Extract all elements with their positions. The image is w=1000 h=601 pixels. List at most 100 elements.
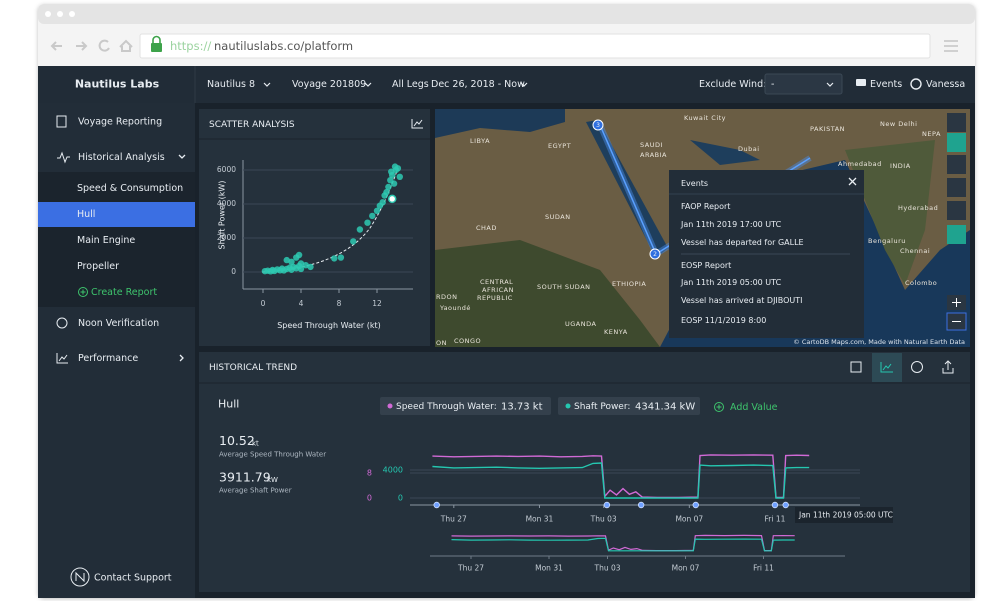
events-icon [856,79,866,86]
home-button[interactable] [119,39,133,52]
route-marker[interactable] [649,248,661,260]
window-dot[interactable] [57,11,63,17]
menu-icon[interactable] [944,40,958,52]
user-menu[interactable]: Vanessa [926,79,965,90]
map-label: Hyderabad [898,204,938,212]
vessel-select[interactable]: Nautilus 8 [207,79,255,90]
nav-item[interactable]: Noon Verification [78,318,159,329]
nav-item[interactable]: Historical Analysis [78,152,165,163]
event-title: FAOP Report [681,202,730,211]
x-tick-label: Thu 03 [590,515,617,524]
trend-button[interactable] [880,362,893,373]
point [288,258,295,265]
submenu-item[interactable]: Hull [77,209,95,220]
x-tick-label: Mon 07 [672,564,700,573]
map-label: CENTRAL [480,278,513,286]
popup-title: Events [681,179,708,188]
report-icon [56,115,67,128]
y-tick-label: 6000 [217,165,236,174]
map-sea [435,109,565,138]
calendar-button[interactable] [850,361,862,373]
event-marker[interactable] [782,501,789,509]
navigator[interactable]: Thu 27 Mon 31 Thu 03 Mon 07 Fri 11 [430,534,845,573]
support-logo-mark [75,571,85,583]
map-button[interactable] [947,225,966,244]
event-marker[interactable] [433,501,440,509]
y-tick-label: 4000 [217,199,236,208]
map-land [845,140,935,285]
submenu-item[interactable]: Speed & Consumption [77,183,183,194]
back-button[interactable] [50,41,62,51]
panel-title: SCATTER ANALYSIS [209,120,295,130]
map-label: ON [436,339,447,347]
point [331,255,338,262]
y-tick-label: 0 [231,267,236,276]
event-time: Jan 11th 2019 17:00 UTC [680,220,782,229]
stat-value: 3911.79 [219,470,271,485]
map-label: SUDAN [545,213,571,221]
event-marker[interactable] [771,501,779,509]
voyage-select[interactable]: Voyage 201809 [292,79,366,90]
map-button[interactable] [947,201,966,220]
map-button[interactable] [947,113,966,132]
exclude-wind-select[interactable] [764,73,843,95]
forward-button[interactable] [76,41,88,51]
event-marker[interactable] [603,501,611,509]
clock-button[interactable] [911,361,923,373]
route-marker[interactable] [592,119,604,131]
events-button[interactable]: Events [870,79,902,90]
value-pill[interactable] [558,397,700,415]
map-controls [946,113,967,331]
map-button[interactable] [947,133,966,152]
contact-support[interactable]: Contact Support [94,573,172,584]
window-dot[interactable] [69,11,75,17]
event-time: Jan 11th 2019 05:00 UTC [680,278,782,287]
x-tick-label: 0 [261,299,266,308]
clock-icon [56,317,68,329]
popup-close[interactable] [848,177,857,186]
point [396,173,403,180]
add-value[interactable]: Add Value [730,402,778,413]
point [388,168,395,175]
value-pill[interactable] [380,397,551,415]
x-tick-label: Mon 07 [675,515,703,524]
event-marker[interactable] [692,501,699,509]
nav-item[interactable]: Performance [78,353,138,364]
event-title: EOSP Report [681,261,731,270]
nav-item[interactable]: Voyage Reporting [78,117,162,128]
map-button[interactable] [947,178,966,197]
map-label: INDIA [890,162,911,170]
exclude-wind-value: - [771,79,774,90]
chart-type-button[interactable] [411,119,423,129]
submenu-item[interactable]: Main Engine [77,235,135,246]
brand[interactable]: Nautilus Labs [75,78,160,91]
map-label: REPUBLIC [477,294,513,302]
y-tick-label: 0 [367,494,372,503]
point [373,207,381,214]
export-button[interactable] [942,360,954,374]
submenu-item[interactable]: Propeller [77,261,119,272]
add-icon [78,287,88,297]
map-label: ETHIOPIA [612,280,646,288]
y-tick-label: 2000 [217,233,236,242]
create-report[interactable]: Create Report [91,287,157,298]
point [337,254,345,261]
submenu-items: Speed & Consumption Hull Main Engine Propel… [77,183,183,272]
event-title: EOSP 11/1/2019 8:00 [681,316,766,325]
reload-button[interactable] [98,39,110,52]
section-title: Hull [218,398,239,411]
map-label: NEPA [922,130,941,138]
map-label: AFRICAN [482,286,514,294]
date-range-select[interactable]: Dec 26, 2018 - Now [431,79,525,90]
zoom-in-icon [952,298,961,307]
window-dot[interactable] [45,11,51,17]
title-bar [38,4,975,24]
series-line [432,462,810,499]
url-bar[interactable] [139,33,931,59]
map-button[interactable] [947,155,966,174]
chevrons [263,82,528,87]
route-marker-label: 3 [596,122,600,129]
y-tick-label: 4000 [383,466,403,475]
map-label: Chennai [900,247,930,255]
event-marker[interactable] [637,501,645,509]
